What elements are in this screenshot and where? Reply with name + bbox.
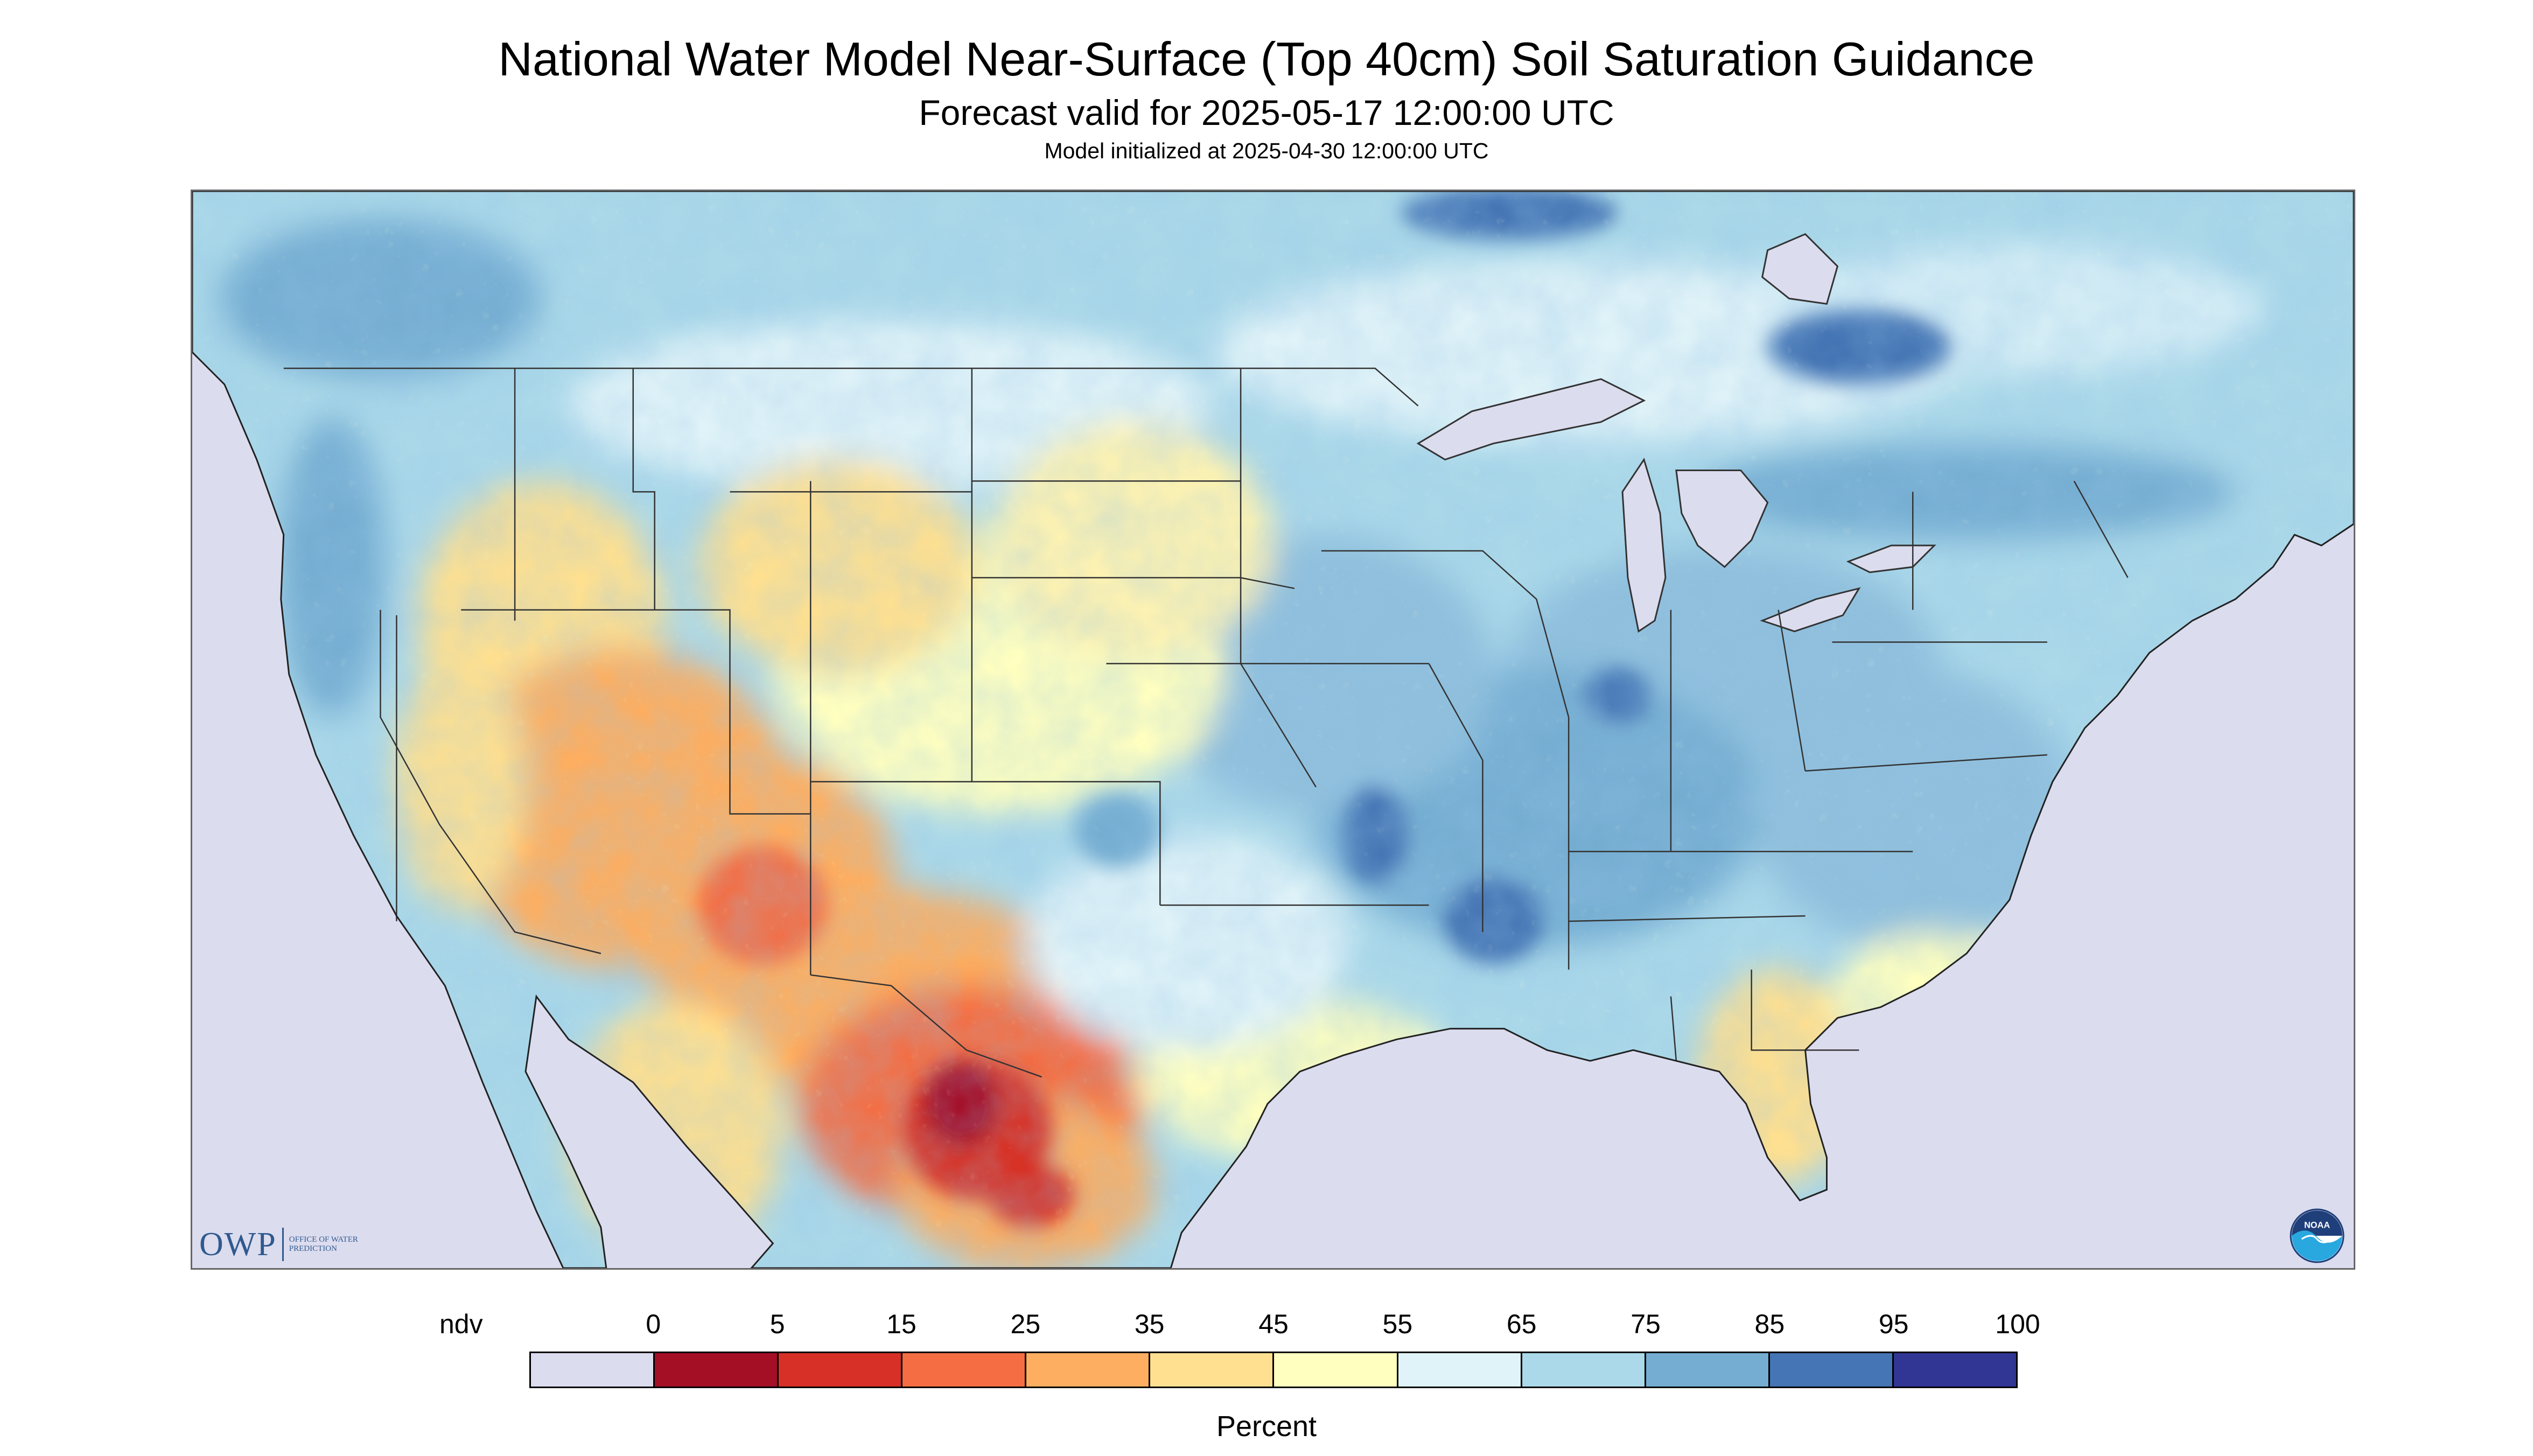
legend-colorbar xyxy=(529,1352,2018,1388)
legend-tick-label: 95 xyxy=(1878,1309,1909,1339)
legend-tick-label: 100 xyxy=(1995,1309,2040,1339)
legend-tick-label: 15 xyxy=(886,1309,916,1339)
legend-tick-label: 0 xyxy=(646,1309,661,1339)
legend-tick-label: 65 xyxy=(1506,1309,1537,1339)
coastline xyxy=(192,191,2354,1268)
owp-logo-mark: OWP xyxy=(199,1226,277,1263)
state-boundaries xyxy=(283,367,2129,1078)
owp-logo-divider xyxy=(282,1228,284,1261)
legend-tick-label: 45 xyxy=(1258,1309,1289,1339)
legend-swatch-35-45 xyxy=(1150,1353,1275,1387)
map-canvas xyxy=(192,191,2354,1268)
lake-michigan xyxy=(1621,458,1667,633)
legend-swatch-85-95 xyxy=(1769,1353,1894,1387)
lake-erie xyxy=(1760,587,1861,633)
legend-swatch-25-35 xyxy=(1026,1353,1151,1387)
great-lakes xyxy=(1416,233,1936,633)
legend-swatch-75-85 xyxy=(1646,1353,1770,1387)
legend-tick-label: 75 xyxy=(1631,1309,1661,1339)
legend-swatch-5-15 xyxy=(779,1353,903,1387)
legend-tick-label: 55 xyxy=(1382,1309,1413,1339)
map-title: National Water Model Near-Surface (Top 4… xyxy=(498,32,2035,86)
lake-nipigon-region xyxy=(1761,233,1839,305)
noaa-logo-text: NOAA xyxy=(2304,1221,2330,1230)
owp-logo: OWP OFFICE OF WATER PREDICTION xyxy=(199,1226,370,1263)
legend-tick-label: 35 xyxy=(1134,1309,1165,1339)
legend-tick-label: 5 xyxy=(769,1309,785,1339)
legend-tick-label: ndv xyxy=(439,1309,483,1339)
legend-unit-label: Percent xyxy=(1216,1410,1317,1443)
legend-swatch-45-55 xyxy=(1274,1353,1398,1387)
saturation-field xyxy=(192,191,2354,1268)
owp-logo-subtitle: OFFICE OF WATER PREDICTION xyxy=(289,1235,358,1253)
forecast-valid-time: Forecast valid for 2025-05-17 12:00:00 U… xyxy=(919,93,1614,132)
model-init-time: Model initialized at 2025-04-30 12:00:00… xyxy=(1044,138,1489,163)
lake-huron xyxy=(1675,469,1769,568)
noaa-logo: NOAA xyxy=(2290,1208,2345,1263)
legend-swatch-ndv xyxy=(531,1353,655,1387)
legend-swatch-95-100 xyxy=(1893,1353,2016,1387)
legend-swatch-55-65 xyxy=(1398,1353,1522,1387)
soil-saturation-map xyxy=(191,190,2355,1270)
legend-swatch-0-5 xyxy=(655,1353,779,1387)
legend-tick-label: 85 xyxy=(1754,1309,1785,1339)
legend-labels: ndv 0 5 15 25 35 45 55 65 75 85 95 100 xyxy=(0,1311,2533,1343)
legend-swatch-65-75 xyxy=(1522,1353,1646,1387)
legend-tick-label: 25 xyxy=(1010,1309,1041,1339)
lake-superior xyxy=(1416,378,1646,461)
legend-swatch-15-25 xyxy=(902,1353,1027,1387)
